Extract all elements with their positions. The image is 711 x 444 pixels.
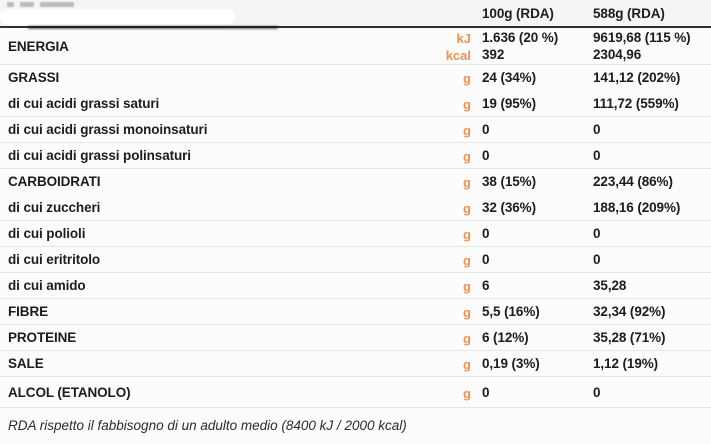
row-label: CARBOIDRATI	[8, 174, 101, 189]
row-label: di cui amido	[8, 278, 86, 293]
table-row-sale: SALE g 0,19 (3%) 1,12 (19%)	[0, 350, 711, 376]
row-label: GRASSI	[8, 70, 60, 85]
unit-cell: g	[463, 385, 471, 401]
value-cell-588g: 0	[593, 148, 601, 163]
value-cell-100g: 0,19 (3%)	[482, 356, 540, 371]
unit-cell: g	[463, 357, 471, 372]
value-cell-100g: 1.636 (20 %)	[482, 30, 559, 45]
unit-cell: g	[463, 253, 471, 268]
table-row-monoinsaturi: di cui acidi grassi monoinsaturi g 0 0	[0, 116, 711, 142]
row-label: di cui acidi grassi saturi	[8, 95, 160, 111]
value-cell-100g: 24 (34%)	[482, 70, 536, 85]
table-row-eritritolo: di cui eritritolo g 0 0	[0, 246, 711, 272]
value-cell-100g: 392	[482, 47, 505, 62]
unit-cell: g	[463, 279, 471, 294]
value-cell-588g: 188,16 (209%)	[593, 199, 681, 215]
col-header-100g: 100g (RDA)	[482, 5, 554, 21]
unit-cell: g	[463, 96, 471, 112]
row-label: di cui eritritolo	[8, 252, 101, 267]
value-cell-588g: 141,12 (202%)	[593, 70, 681, 85]
value-cell-100g: 0	[482, 148, 490, 163]
value-cell-588g: 35,28 (71%)	[593, 330, 666, 345]
table-row-energia: ENERGIA kJ 1.636 (20 %) 9619,68 (115 %) …	[0, 28, 711, 64]
table-row-fibre: FIBRE g 5,5 (16%) 32,34 (92%)	[0, 298, 711, 324]
table-row-zuccheri: di cui zuccheri g 32 (36%) 188,16 (209%)	[0, 194, 711, 220]
table-row-polinsaturi: di cui acidi grassi polinsaturi g 0 0	[0, 142, 711, 168]
unit-cell: g	[463, 149, 471, 164]
table-row-carboidrati: CARBOIDRATI g 38 (15%) 223,44 (86%)	[0, 168, 711, 194]
value-cell-588g: 1,12 (19%)	[593, 356, 659, 371]
rda-footnote: RDA rispetto il fabbisogno di un adulto …	[8, 418, 407, 433]
header-highlight-pill	[0, 9, 235, 25]
value-cell-588g: 0	[593, 226, 601, 241]
unit-cell: g	[463, 200, 471, 216]
value-cell-588g: 0	[593, 384, 601, 400]
energy-values-block: kJ 1.636 (20 %) 9619,68 (115 %) kcal 392…	[431, 29, 711, 63]
value-cell-100g: 32 (36%)	[482, 199, 536, 215]
col-header-588g: 588g (RDA)	[593, 5, 665, 21]
row-label: PROTEINE	[8, 330, 77, 345]
row-label: FIBRE	[8, 304, 49, 319]
row-label: ALCOL (ETANOLO)	[8, 384, 131, 400]
value-cell-100g: 6 (12%)	[482, 330, 529, 345]
unit-cell: g	[463, 305, 471, 320]
energy-kj-line: kJ 1.636 (20 %) 9619,68 (115 %)	[431, 29, 711, 46]
value-cell-100g: 0	[482, 384, 490, 400]
energy-kcal-line: kcal 392 2304,96	[431, 46, 711, 63]
unit-cell: kcal	[445, 48, 471, 63]
value-cell-588g: 9619,68 (115 %)	[593, 30, 691, 45]
value-cell-588g: 111,72 (559%)	[593, 95, 679, 111]
row-label: di cui acidi grassi polinsaturi	[8, 148, 191, 163]
value-cell-100g: 0	[482, 226, 490, 241]
unit-cell: g	[463, 123, 471, 138]
unit-cell: kJ	[456, 31, 471, 46]
unit-cell: g	[463, 175, 471, 190]
value-cell-588g: 32,34 (92%)	[593, 304, 666, 319]
value-cell-588g: 2304,96	[593, 47, 642, 62]
value-cell-100g: 5,5 (16%)	[482, 304, 540, 319]
table-header: 100g (RDA) 588g (RDA)	[0, 0, 711, 29]
value-cell-100g: 0	[482, 122, 490, 137]
value-cell-100g: 19 (95%)	[482, 95, 536, 111]
value-cell-588g: 223,44 (86%)	[593, 174, 673, 189]
row-label: di cui acidi grassi monoinsaturi	[8, 122, 208, 137]
row-label: ENERGIA	[8, 38, 69, 54]
value-cell-588g: 35,28	[593, 278, 627, 293]
value-cell-588g: 0	[593, 252, 601, 267]
row-label: di cui zuccheri	[8, 199, 101, 215]
table-row-polioli: di cui polioli g 0 0	[0, 220, 711, 246]
unit-cell: g	[463, 71, 471, 86]
value-cell-100g: 6	[482, 278, 490, 293]
value-cell-100g: 38 (15%)	[482, 174, 536, 189]
value-cell-588g: 0	[593, 122, 601, 137]
table-row-proteine: PROTEINE g 6 (12%) 35,28 (71%)	[0, 324, 711, 350]
row-label: SALE	[8, 356, 44, 371]
table-row-alcol: ALCOL (ETANOLO) g 0 0	[0, 376, 711, 408]
table-row-saturi: di cui acidi grassi saturi g 19 (95%) 11…	[0, 90, 711, 116]
unit-cell: g	[463, 227, 471, 242]
table-row-amido: di cui amido g 6 35,28	[0, 272, 711, 298]
row-label: di cui polioli	[8, 226, 86, 241]
unit-cell: g	[463, 331, 471, 346]
top-edge-artifact	[7, 2, 74, 8]
value-cell-100g: 0	[482, 252, 490, 267]
divider-smudge-artifact	[28, 26, 278, 29]
table-row-grassi: GRASSI g 24 (34%) 141,12 (202%)	[0, 64, 711, 90]
